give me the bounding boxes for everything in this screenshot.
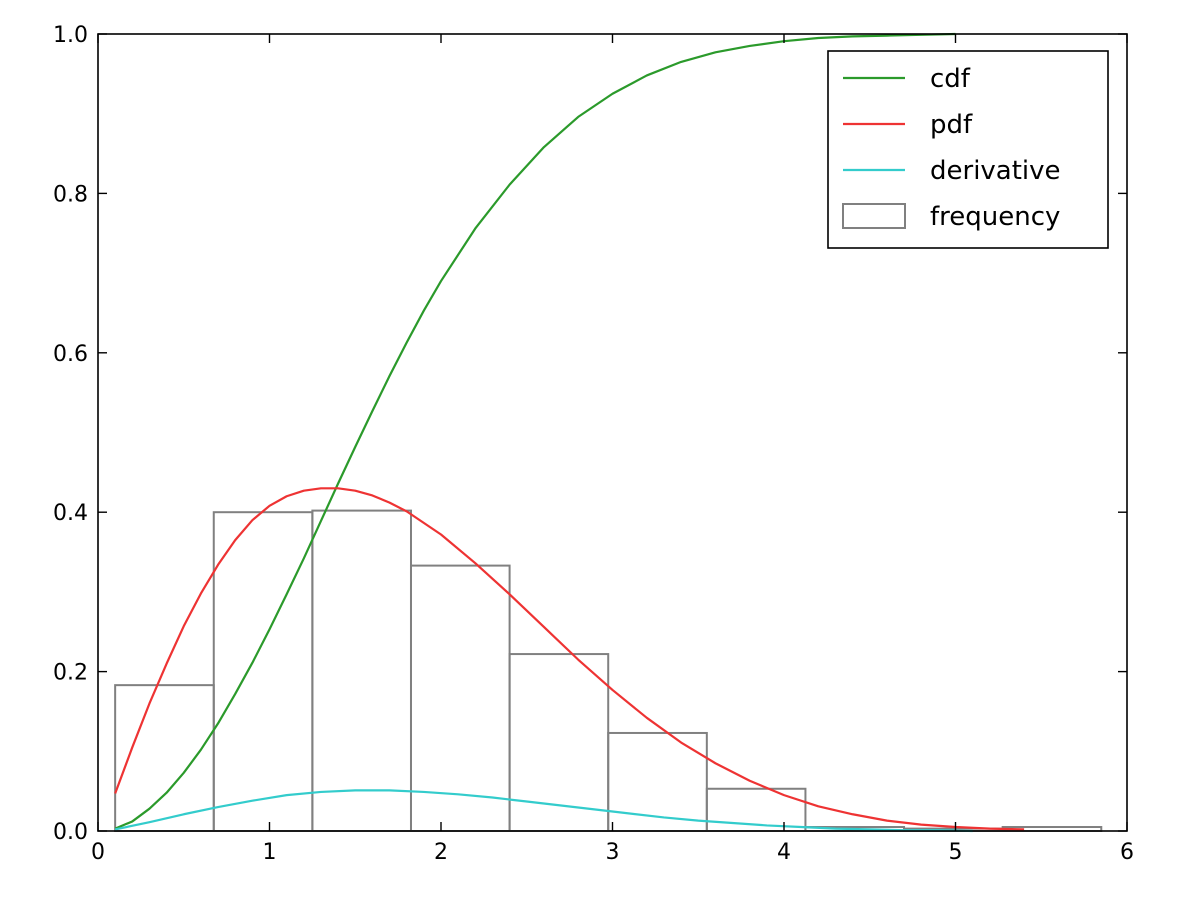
axes: 0 1 2 3 4 5 6 0.0 0.2 0.4 0.6 0.8 1.0 xyxy=(53,23,1134,865)
legend-label-pdf: pdf xyxy=(930,110,973,140)
legend-label-frequency: frequency xyxy=(930,202,1060,232)
legend-label-cdf: cdf xyxy=(930,64,971,94)
legend-box xyxy=(827,50,1109,249)
x-tick-label: 3 xyxy=(606,840,620,865)
derivative-series-line xyxy=(114,789,973,833)
y-tick-label: 0.8 xyxy=(53,182,88,207)
legend-label-derivative: derivative xyxy=(930,156,1061,186)
pdf-series-line xyxy=(114,487,1025,831)
x-tick-label: 1 xyxy=(263,840,277,865)
x-tick-label: 2 xyxy=(434,840,448,865)
y-tick-label: 0.0 xyxy=(53,820,88,845)
cdf-series-line xyxy=(114,32,956,830)
x-tick-label: 5 xyxy=(949,840,963,865)
legend: cdf pdf derivative frequency xyxy=(827,50,1109,249)
x-tick-label: 0 xyxy=(91,840,105,865)
y-tick-label: 0.4 xyxy=(53,501,88,526)
y-tick-label: 1.0 xyxy=(53,23,88,48)
x-tick-label: 4 xyxy=(777,840,791,865)
x-tick-label: 6 xyxy=(1120,840,1134,865)
legend-swatch-frequency xyxy=(842,203,906,229)
y-tick-label: 0.6 xyxy=(53,342,88,367)
y-tick-label: 0.2 xyxy=(53,661,88,686)
